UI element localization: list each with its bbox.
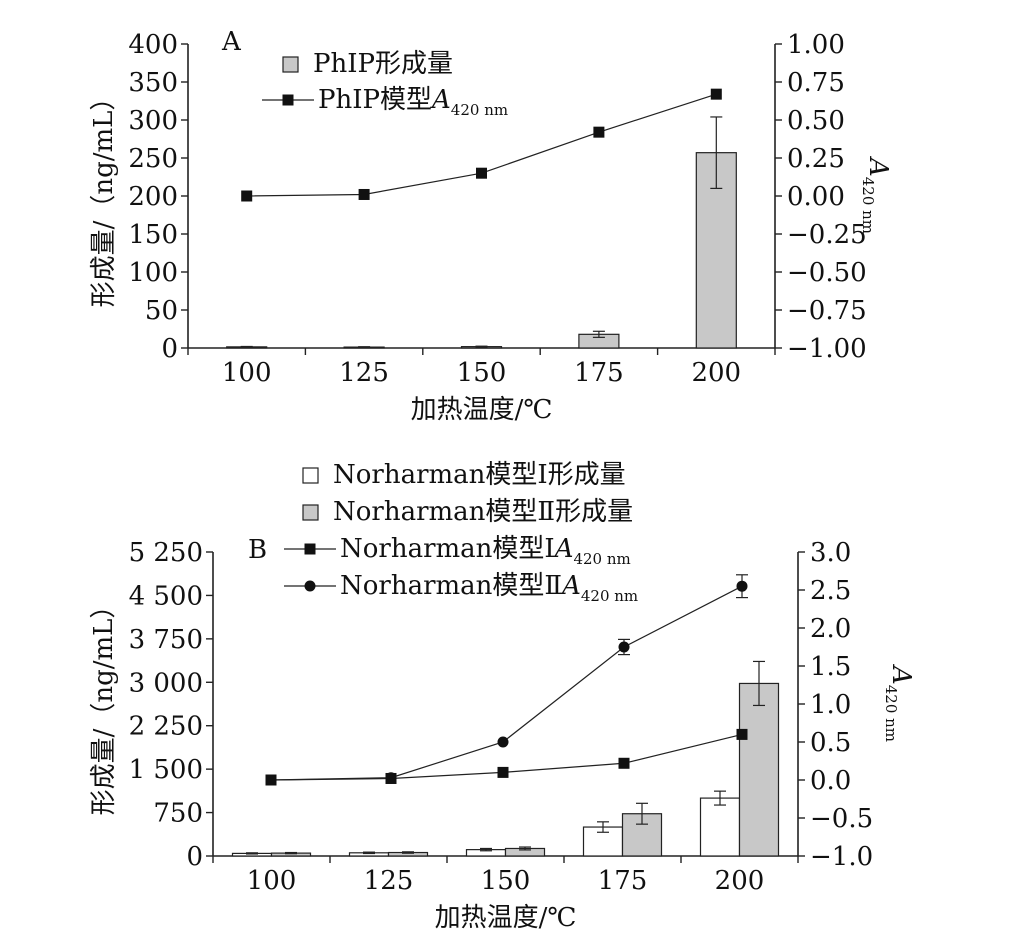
y2-tick-label: −1.0 bbox=[810, 842, 873, 872]
y2-axis-label: A420 nm bbox=[859, 156, 893, 234]
y2-tick-label: 0.75 bbox=[787, 68, 845, 98]
legend-label: Norharman模型Ⅰ形成量 bbox=[333, 460, 626, 490]
y-tick-label: 3 000 bbox=[129, 668, 203, 698]
x-tick-label: 100 bbox=[222, 358, 272, 388]
data-point bbox=[386, 772, 397, 783]
y2-tick-label: 2.0 bbox=[810, 614, 851, 644]
y2-tick-label: 0.50 bbox=[787, 106, 845, 136]
panel-label: A bbox=[221, 27, 242, 57]
legend-swatch bbox=[303, 468, 318, 483]
y-tick-label: 0 bbox=[186, 842, 203, 872]
y2-tick-label: −1.00 bbox=[787, 334, 867, 364]
bar bbox=[701, 798, 740, 856]
y-tick-label: 350 bbox=[128, 68, 178, 98]
legend-label-symbol: A bbox=[430, 85, 451, 115]
x-tick-label: 125 bbox=[339, 358, 389, 388]
figure: 050100150200250300350400−1.00−0.75−0.50−… bbox=[0, 0, 1014, 946]
legend-label: Norharman模型ⅠA420 nm bbox=[340, 534, 631, 568]
legend-label-subscript: 420 nm bbox=[581, 587, 638, 605]
y2-axis-label-subscript: 420 nm bbox=[882, 685, 900, 742]
y-tick-label: 5 250 bbox=[129, 538, 203, 568]
x-tick-label: 100 bbox=[247, 866, 297, 896]
legend-label-main: Norharman模型Ⅰ bbox=[340, 534, 555, 564]
data-point bbox=[619, 642, 630, 653]
legend-swatch bbox=[283, 57, 298, 72]
y-axis-label: 形成量/（ng/mL） bbox=[89, 85, 119, 308]
legend-label-main: PhIP模型 bbox=[318, 85, 432, 115]
y-tick-label: 100 bbox=[128, 258, 178, 288]
legend-label: PhIP形成量 bbox=[313, 49, 453, 79]
data-point bbox=[359, 189, 370, 200]
data-point bbox=[498, 737, 509, 748]
y2-tick-label: 1.00 bbox=[787, 30, 845, 60]
x-tick-label: 200 bbox=[691, 358, 741, 388]
y2-tick-label: 0.25 bbox=[787, 144, 845, 174]
y2-axis-label-symbol: A bbox=[886, 664, 916, 685]
y2-tick-label: 0.0 bbox=[810, 766, 851, 796]
x-tick-label: 125 bbox=[364, 866, 414, 896]
data-point bbox=[737, 581, 748, 592]
y2-tick-label: −0.75 bbox=[787, 296, 867, 326]
legend-label-symbol: A bbox=[553, 534, 574, 564]
legend-label: Norharman模型ⅡA420 nm bbox=[340, 571, 638, 605]
y-tick-label: 3 750 bbox=[129, 625, 203, 655]
legend-marker bbox=[305, 581, 316, 592]
y-tick-label: 300 bbox=[128, 106, 178, 136]
y2-tick-label: −0.50 bbox=[787, 258, 867, 288]
panel-label: B bbox=[248, 535, 267, 565]
y2-tick-label: 1.5 bbox=[810, 652, 851, 682]
legend-label-subscript: 420 nm bbox=[451, 101, 508, 119]
legend-label-symbol: A bbox=[560, 571, 581, 601]
data-point bbox=[476, 168, 487, 179]
x-tick-label: 175 bbox=[574, 358, 624, 388]
x-tick-label: 200 bbox=[715, 866, 765, 896]
data-point bbox=[737, 729, 748, 740]
y-axis-label: 形成量/（ng/mL） bbox=[89, 593, 119, 816]
y2-axis-label-subscript: 420 nm bbox=[859, 177, 877, 234]
y-tick-label: 1 500 bbox=[129, 755, 203, 785]
data-point bbox=[266, 775, 277, 786]
legend-label: Norharman模型Ⅱ形成量 bbox=[333, 497, 633, 527]
y-tick-label: 2 250 bbox=[129, 712, 203, 742]
y2-tick-label: 3.0 bbox=[810, 538, 851, 568]
legend-label-subscript: 420 nm bbox=[573, 550, 630, 568]
x-tick-label: 150 bbox=[481, 866, 531, 896]
y-tick-label: 250 bbox=[128, 144, 178, 174]
x-axis-label: 加热温度/℃ bbox=[411, 395, 553, 425]
y2-tick-label: 2.5 bbox=[810, 576, 851, 606]
bar bbox=[740, 683, 779, 856]
y-tick-label: 50 bbox=[145, 296, 178, 326]
data-point bbox=[593, 127, 604, 138]
y-tick-label: 150 bbox=[128, 220, 178, 250]
y2-axis-label-symbol: A bbox=[863, 156, 893, 177]
y2-tick-label: 0.5 bbox=[810, 728, 851, 758]
data-point bbox=[711, 89, 722, 100]
chart-panel-b: 0 750 1 500 2 250 3 000 3 750 4 500 5 250 −1.0 −0… bbox=[89, 460, 916, 933]
legend-marker bbox=[283, 95, 294, 106]
y2-axis-label: A420 nm bbox=[882, 664, 916, 742]
legend-label-main: Norharman模型Ⅱ bbox=[340, 571, 562, 601]
y-tick-label: 4 500 bbox=[129, 581, 203, 611]
y2-tick-label: −0.5 bbox=[810, 804, 873, 834]
x-tick-label: 150 bbox=[457, 358, 507, 388]
x-axis-label: 加热温度/℃ bbox=[435, 903, 577, 933]
y2-tick-label: 0.00 bbox=[787, 182, 845, 212]
y-tick-label: 0 bbox=[161, 334, 178, 364]
y-tick-label: 750 bbox=[153, 799, 203, 829]
legend-swatch bbox=[303, 505, 318, 520]
series-line bbox=[271, 586, 742, 780]
x-tick-label: 175 bbox=[598, 866, 648, 896]
y2-tick-label: 1.0 bbox=[810, 690, 851, 720]
y-tick-label: 200 bbox=[128, 182, 178, 212]
data-point bbox=[498, 767, 509, 778]
legend-marker bbox=[305, 544, 316, 555]
data-point bbox=[619, 758, 630, 769]
data-point bbox=[241, 191, 252, 202]
chart-panel-a: 0 50 100 150 200 250 300 350 400 −1.00 −0.75 −0.50 −… bbox=[89, 27, 893, 425]
legend-label: PhIP模型A420 nm bbox=[318, 85, 508, 119]
y2-tick-label: −0.25 bbox=[787, 220, 867, 250]
y-tick-label: 400 bbox=[128, 30, 178, 60]
